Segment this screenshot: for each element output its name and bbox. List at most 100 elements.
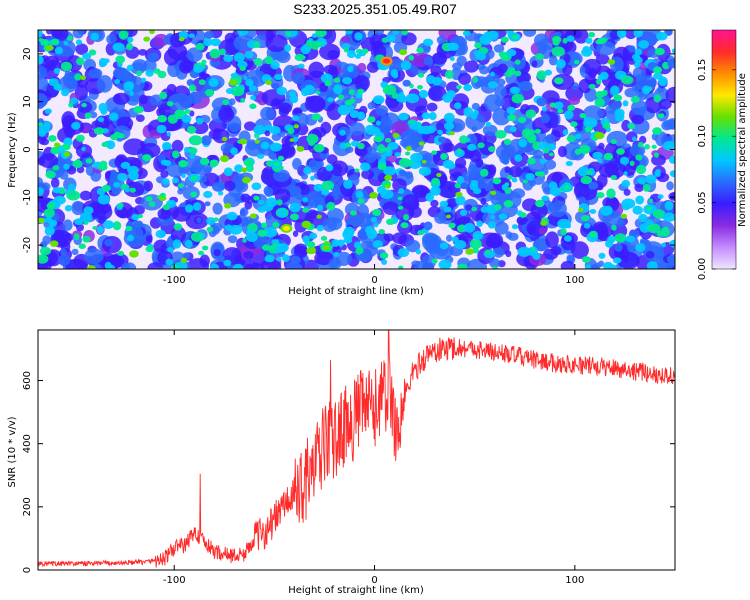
heat-blob [188, 84, 197, 92]
heat-blob [71, 121, 81, 130]
heat-blob [127, 234, 135, 242]
heat-blob [149, 94, 163, 106]
heat-blob [462, 30, 471, 37]
heat-blob [170, 264, 181, 269]
heat-blob [662, 212, 675, 222]
heat-blob [244, 140, 266, 157]
heat-blob [38, 254, 49, 264]
snr-y-axis: 0 200 400 600 [22, 371, 675, 573]
heat-blob [249, 213, 257, 219]
heat-blob [348, 89, 355, 96]
heat-blob [603, 152, 614, 161]
heat-blob [45, 170, 56, 179]
heat-blob [188, 33, 195, 38]
heat-blob [610, 139, 617, 145]
heat-blob [223, 54, 234, 63]
heat-blob [166, 83, 177, 94]
heat-blob [370, 217, 378, 223]
heat-blob [104, 238, 113, 247]
heat-blob [417, 72, 425, 78]
heat-blob [287, 127, 295, 135]
heat-blob [48, 78, 59, 87]
heatmap-y-label: Frequency (Hz) [7, 112, 18, 188]
heat-blob [265, 34, 288, 52]
heat-blob [162, 142, 172, 150]
heat-blob [274, 73, 283, 81]
heat-blob [518, 138, 528, 148]
heat-blob [514, 154, 523, 162]
heat-blob [554, 77, 564, 85]
heat-blob [234, 180, 249, 193]
heat-blob [463, 84, 473, 92]
heat-blob [596, 40, 616, 56]
heat-blob [595, 132, 605, 140]
heat-blob [341, 36, 351, 43]
heat-blob [126, 64, 134, 72]
heat-blob [129, 187, 136, 193]
heat-blob [354, 75, 370, 92]
heat-blob [486, 232, 504, 249]
heat-blob [366, 61, 379, 73]
heat-blob [103, 58, 110, 64]
heat-blob [50, 177, 60, 189]
heat-blob [503, 200, 514, 208]
heat-blob [320, 73, 333, 83]
heat-blob [477, 142, 485, 149]
heat-blob [232, 265, 240, 269]
heat-blob [398, 188, 405, 194]
heat-blob [405, 93, 420, 104]
heat-blob [535, 53, 544, 61]
heat-blob [182, 120, 190, 129]
heat-blob [277, 155, 285, 161]
heat-blob [565, 85, 584, 102]
heatmap-x-tick-label: 0 [371, 275, 377, 286]
colorbar-frame [711, 29, 737, 270]
heat-blob [627, 45, 636, 52]
snr-x-tick-label: 100 [565, 575, 584, 586]
heat-blob [666, 255, 675, 264]
heat-blob [76, 223, 84, 232]
heat-blob [117, 172, 128, 182]
heat-blob [548, 152, 554, 157]
heat-blob [492, 177, 502, 185]
heat-blob [655, 169, 661, 174]
heatmap-y-tick-label: -20 [22, 237, 33, 253]
heat-blob [648, 198, 654, 203]
heat-blob [667, 118, 675, 130]
heat-blob [39, 246, 52, 256]
heatmap-x-tick-label: 100 [565, 275, 584, 286]
heat-blob [399, 49, 408, 56]
heat-blob [344, 142, 351, 148]
heat-blob [503, 138, 512, 146]
heat-blob [666, 181, 674, 191]
heat-blob [669, 170, 675, 178]
heat-blob [417, 230, 425, 236]
heat-blob [257, 153, 265, 159]
heat-blob [276, 86, 288, 96]
heat-blob [127, 36, 134, 43]
colorbar-axis: 0.00 0.05 0.10 0.15 [697, 59, 736, 280]
heatmap-y-tick-label: -10 [22, 189, 33, 205]
heat-blob [668, 191, 675, 201]
heat-blob [658, 98, 672, 110]
heat-blob [355, 246, 364, 255]
heat-blob [651, 154, 666, 166]
heat-blob [416, 47, 424, 54]
heat-blob [138, 49, 148, 56]
heat-blob [621, 179, 631, 188]
heat-blob [106, 34, 117, 45]
heatmap-y-tick-label: 10 [22, 95, 33, 108]
heat-blob [139, 94, 148, 105]
heat-blob [264, 187, 274, 197]
heat-blob [657, 194, 664, 199]
heat-blob [74, 73, 82, 81]
heat-blob [633, 62, 641, 68]
heat-blob [288, 90, 297, 97]
heat-blob [58, 254, 71, 266]
heat-blob [302, 207, 310, 213]
heat-blob [534, 128, 541, 134]
heat-blob [227, 235, 238, 244]
heat-blob [181, 115, 192, 123]
heat-blob [200, 233, 206, 238]
heat-blob [636, 75, 657, 91]
